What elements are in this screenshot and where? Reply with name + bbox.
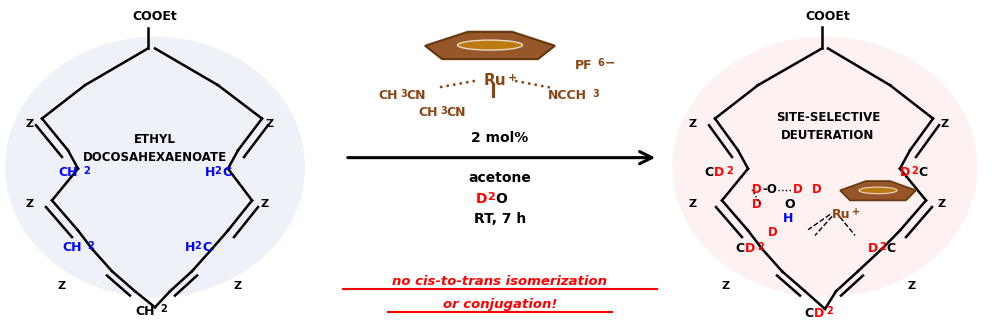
Text: D: D bbox=[900, 166, 910, 179]
Text: 2: 2 bbox=[757, 242, 764, 252]
Text: 3: 3 bbox=[592, 89, 599, 99]
Ellipse shape bbox=[5, 37, 305, 297]
Text: D: D bbox=[745, 242, 755, 255]
Text: 3: 3 bbox=[400, 89, 407, 99]
Text: D: D bbox=[768, 226, 778, 238]
Text: Z: Z bbox=[58, 281, 66, 291]
Text: SITE-SELECTIVE
DEUTERATION: SITE-SELECTIVE DEUTERATION bbox=[776, 112, 880, 142]
Polygon shape bbox=[425, 32, 555, 59]
Text: 2: 2 bbox=[214, 166, 221, 176]
Text: +: + bbox=[852, 207, 860, 217]
Text: 2: 2 bbox=[87, 241, 94, 251]
Text: Ru: Ru bbox=[484, 73, 507, 88]
Text: PF: PF bbox=[575, 59, 593, 71]
Text: D: D bbox=[812, 183, 822, 196]
Text: D: D bbox=[814, 307, 824, 320]
Text: CN: CN bbox=[446, 106, 466, 119]
Text: C: C bbox=[886, 242, 895, 255]
Text: D: D bbox=[752, 198, 762, 211]
Text: 2: 2 bbox=[911, 166, 918, 176]
Text: 2: 2 bbox=[83, 166, 90, 176]
Text: Z: Z bbox=[26, 119, 34, 129]
Text: NCCH: NCCH bbox=[548, 90, 587, 102]
Text: -O: -O bbox=[762, 183, 777, 196]
Text: C: C bbox=[222, 166, 231, 179]
Text: H: H bbox=[783, 212, 793, 225]
Text: COOEt: COOEt bbox=[806, 10, 850, 23]
Text: D: D bbox=[793, 183, 803, 196]
Text: D: D bbox=[476, 192, 488, 206]
Text: C: C bbox=[704, 166, 713, 179]
Text: C: C bbox=[804, 307, 813, 320]
Text: C: C bbox=[735, 242, 744, 255]
Text: 2: 2 bbox=[879, 242, 886, 252]
Text: 2: 2 bbox=[726, 166, 733, 176]
Text: ETHYL
DOCOSAHEXAENOATE: ETHYL DOCOSAHEXAENOATE bbox=[83, 133, 227, 164]
Text: acetone: acetone bbox=[469, 171, 531, 185]
Text: 2: 2 bbox=[487, 192, 495, 202]
Text: CH: CH bbox=[378, 90, 398, 102]
Polygon shape bbox=[840, 181, 916, 200]
Text: H: H bbox=[185, 241, 195, 254]
Text: 2: 2 bbox=[826, 306, 833, 316]
Text: Z: Z bbox=[266, 119, 274, 129]
Text: H: H bbox=[205, 166, 215, 179]
Ellipse shape bbox=[672, 37, 978, 297]
Text: O: O bbox=[784, 198, 795, 211]
Text: 2: 2 bbox=[160, 304, 167, 314]
Text: Z: Z bbox=[941, 119, 949, 129]
Text: CH: CH bbox=[418, 106, 438, 119]
Text: 6: 6 bbox=[597, 58, 604, 68]
Ellipse shape bbox=[458, 40, 522, 50]
Text: D: D bbox=[752, 183, 762, 196]
Text: 2 mol%: 2 mol% bbox=[471, 131, 529, 145]
Text: Z: Z bbox=[689, 199, 697, 209]
Text: O: O bbox=[495, 192, 507, 206]
Text: or conjugation!: or conjugation! bbox=[443, 298, 557, 311]
Text: C: C bbox=[918, 166, 927, 179]
Text: Z: Z bbox=[689, 119, 697, 129]
Text: CH: CH bbox=[58, 166, 78, 179]
Text: Z: Z bbox=[908, 281, 916, 291]
Text: Z: Z bbox=[722, 281, 730, 291]
Text: CH: CH bbox=[135, 305, 154, 318]
Text: CH: CH bbox=[62, 241, 82, 254]
Text: no cis-to-trans isomerization: no cis-to-trans isomerization bbox=[392, 275, 608, 288]
Text: 3: 3 bbox=[440, 106, 447, 116]
Text: Z: Z bbox=[234, 281, 242, 291]
Text: Z: Z bbox=[261, 199, 269, 209]
Ellipse shape bbox=[859, 187, 897, 194]
Text: RT, 7 h: RT, 7 h bbox=[474, 212, 526, 226]
Text: +: + bbox=[508, 73, 517, 84]
Text: D: D bbox=[714, 166, 724, 179]
Text: D: D bbox=[868, 242, 878, 255]
Text: Ru: Ru bbox=[832, 208, 850, 221]
Text: 2: 2 bbox=[194, 241, 201, 251]
Text: C: C bbox=[202, 241, 211, 254]
Text: CN: CN bbox=[406, 90, 426, 102]
Text: Z: Z bbox=[26, 199, 34, 209]
Text: COOEt: COOEt bbox=[133, 10, 177, 23]
Text: −: − bbox=[605, 57, 616, 70]
Text: Z: Z bbox=[938, 199, 946, 209]
